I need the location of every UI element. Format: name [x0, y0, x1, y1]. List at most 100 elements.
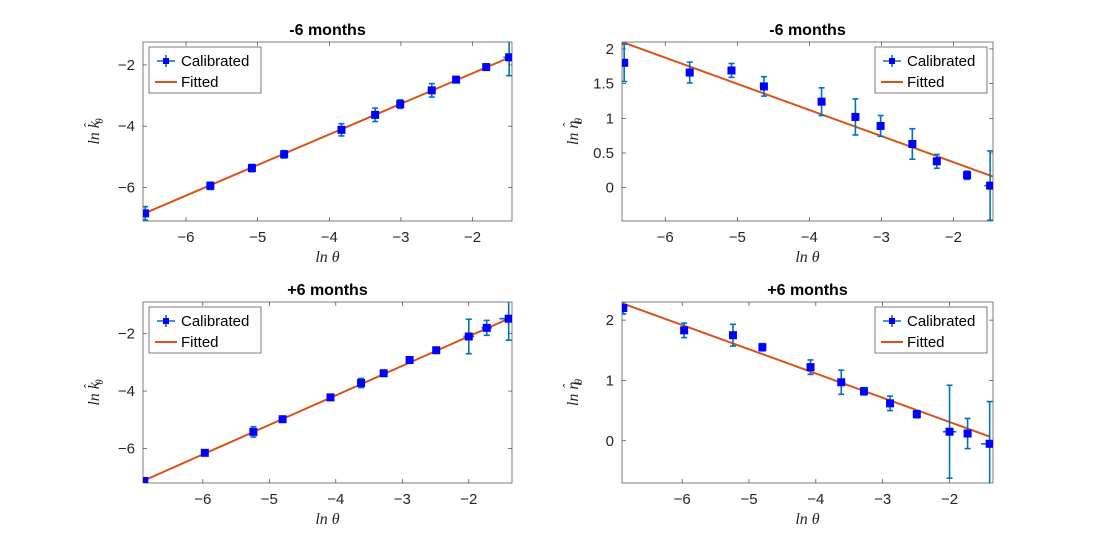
y-axis-label: ln ηˆθ: [560, 117, 585, 145]
legend: Calibrated Fitted: [874, 46, 988, 94]
y-axis-label-subscript: θ: [573, 117, 585, 123]
y-axis-label: ln kˆθ: [81, 379, 106, 406]
calibrated-point-12: [499, 302, 512, 342]
calibrated-marker: [622, 58, 629, 67]
legend-calibrated-marker: [889, 58, 895, 64]
y-tick-label: −4: [118, 383, 135, 400]
y-tick-label: 1: [606, 110, 614, 127]
x-tick-label: −4: [321, 229, 338, 246]
calibrated-marker: [278, 415, 287, 424]
plot-content: [143, 302, 512, 483]
y-axis-label-ln: ln: [86, 389, 103, 405]
calibrated-marker: [464, 332, 473, 341]
x-tick-label: −2: [460, 491, 477, 508]
calibrated-marker: [908, 139, 917, 148]
calibrated-marker: [452, 75, 461, 84]
y-axis-label-hat: ˆ: [81, 123, 96, 128]
calibrated-point-7: [379, 369, 388, 378]
y-tick-label: 1: [606, 372, 614, 389]
calibrated-point-5: [337, 122, 346, 137]
x-axis-label: ln θ: [795, 249, 819, 266]
calibrated-point-5: [817, 86, 826, 117]
chart-title: +6 months: [767, 282, 848, 299]
x-tick-label: −4: [327, 491, 344, 508]
x-tick-label: −3: [394, 491, 411, 508]
calibrated-point-9: [432, 346, 441, 355]
calibrated-point-8: [405, 356, 414, 365]
x-tick-label: −2: [941, 491, 958, 508]
fitted-line: [143, 55, 512, 215]
y-axis-label-ln: ln: [86, 128, 103, 144]
calibrated-point-1: [143, 205, 150, 221]
y-axis-label-ln: ln: [565, 390, 582, 406]
calibrated-marker: [396, 100, 405, 109]
y-tick-label: −6: [118, 441, 135, 458]
x-axis-label: ln θ: [315, 511, 339, 528]
calibrated-point-11: [503, 42, 512, 77]
legend-box: [148, 46, 262, 94]
x-tick-label: −6: [657, 229, 674, 246]
calibrated-marker: [817, 97, 826, 106]
calibrated-point-4: [759, 75, 768, 97]
calibrated-point-4: [758, 342, 767, 352]
calibrated-marker: [326, 393, 335, 402]
x-axis-label: ln θ: [795, 511, 819, 528]
calibrated-point-6: [371, 107, 380, 123]
calibrated-point-10: [963, 170, 972, 181]
calibrated-marker: [912, 410, 921, 419]
calibrated-point-6: [357, 377, 366, 389]
calibrated-point-7: [859, 386, 868, 396]
y-axis-label-hat: ˆ: [560, 384, 575, 389]
calibrated-marker: [504, 314, 512, 323]
legend: Calibrated Fitted: [148, 306, 262, 354]
calibrated-point-9: [452, 75, 461, 84]
x-tick-label: −3: [392, 229, 409, 246]
calibrated-point-7: [876, 114, 885, 138]
calibrated-marker: [200, 448, 209, 457]
calibrated-marker: [405, 356, 414, 365]
calibrated-point-4: [278, 415, 287, 424]
y-tick-label: 2: [606, 312, 614, 329]
y-axis-label-hat: ˆ: [560, 123, 575, 128]
calibrated-marker: [963, 429, 972, 438]
calibrated-marker: [876, 121, 885, 130]
calibrated-marker: [680, 326, 689, 335]
y-axis-label-hat: ˆ: [81, 384, 96, 389]
calibrated-point-8: [886, 395, 895, 412]
calibrated-marker: [851, 112, 860, 121]
calibrated-point-1: [622, 43, 629, 83]
x-axis-label: ln θ: [315, 249, 339, 266]
y-tick-label: 2: [606, 41, 614, 58]
calibrated-marker: [728, 331, 737, 340]
calibrated-marker: [837, 378, 846, 387]
legend-box: [148, 306, 262, 354]
calibrated-point-10: [942, 384, 957, 479]
x-tick-label: −2: [945, 229, 962, 246]
x-tick-label: −4: [801, 229, 818, 246]
calibrated-marker: [759, 82, 768, 91]
y-axis-label-ln: ln: [565, 129, 582, 145]
calibrated-point-3: [247, 163, 256, 173]
calibrated-marker: [727, 66, 736, 75]
fitted-line: [622, 42, 993, 178]
y-tick-label: −2: [118, 326, 135, 343]
y-axis-label-symbol: k: [86, 120, 103, 128]
fitted-line: [622, 302, 990, 438]
calibrated-marker: [986, 181, 993, 190]
calibrated-point-9: [932, 153, 941, 170]
calibrated-marker: [143, 209, 150, 218]
calibrated-marker: [280, 150, 289, 159]
legend-calibrated-marker: [163, 318, 169, 324]
legend-calibrated-marker: [889, 318, 895, 324]
calibrated-marker: [985, 439, 993, 448]
calibrated-point-10: [482, 63, 491, 72]
legend-label-fitted: Fitted: [181, 334, 219, 351]
x-tick-label: −6: [177, 229, 194, 246]
calibrated-point-1: [622, 302, 628, 315]
chart-title: +6 months: [287, 282, 368, 299]
calibrated-marker: [758, 343, 767, 352]
x-tick-label: −6: [194, 491, 211, 508]
calibrated-point-1: [143, 476, 149, 483]
